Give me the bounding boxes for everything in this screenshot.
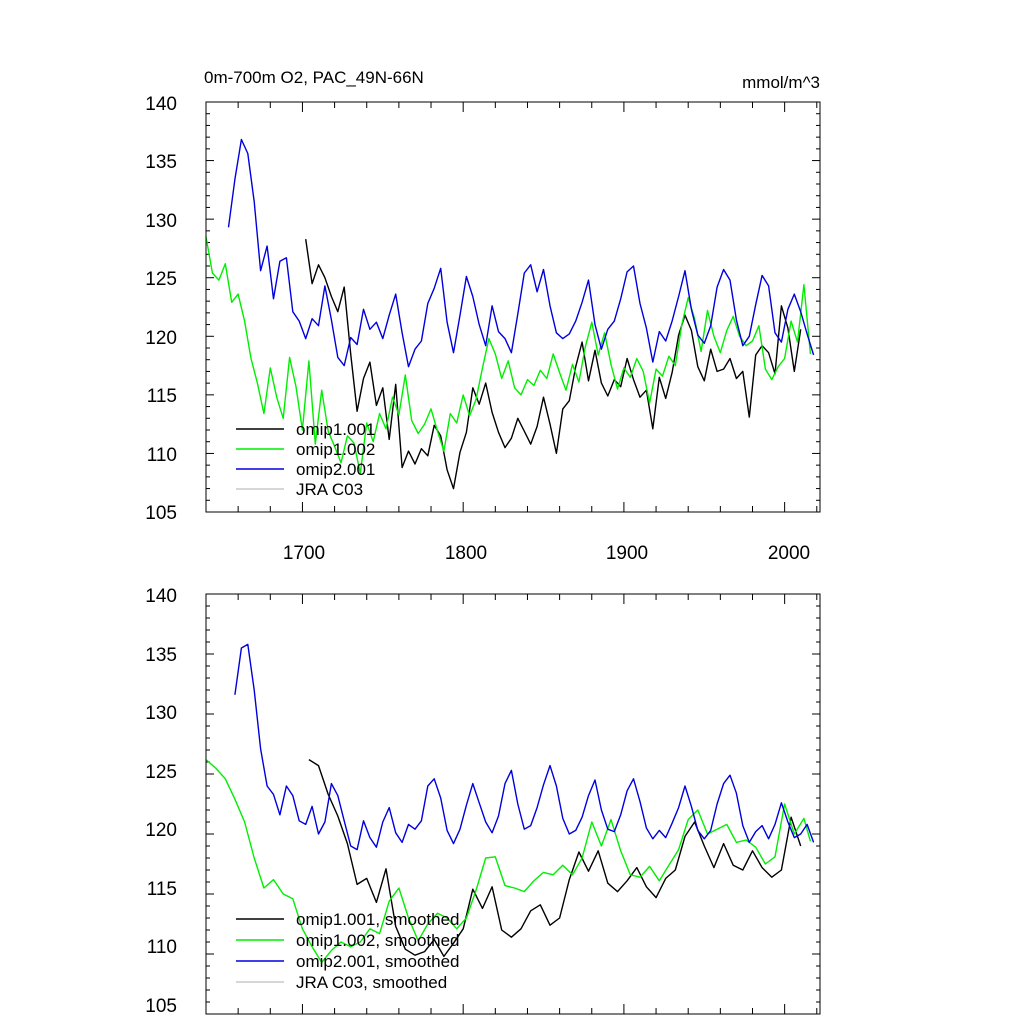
series-line-omip1-002-smoothed [205, 759, 812, 964]
top-panel-x-tick-labels: 1700 1800 1900 2000 [283, 543, 810, 564]
legend-label-omip2-001: omip2.001 [296, 460, 375, 479]
bottom-panel-frame [205, 593, 821, 1015]
bottom-y-tick-label: 130 [145, 703, 177, 724]
series-line-omip1-001-smoothed [308, 759, 802, 958]
top-x-tick-label: 2000 [768, 543, 810, 564]
top-panel-frame [205, 101, 821, 513]
legend-label-omip1-001: omip1.001 [296, 420, 375, 439]
top-x-tick-label: 1800 [445, 543, 487, 564]
bottom-y-tick-label: 140 [145, 586, 177, 607]
series-line-omip2-001 [227, 138, 815, 368]
bottom-y-tick-label: 125 [145, 762, 177, 783]
top-y-tick-label: 120 [145, 328, 177, 349]
top-panel-ticks [205, 101, 820, 513]
bottom-y-tick-label: 115 [147, 879, 177, 900]
legend-label-omip1-002: omip1.002 [296, 440, 375, 459]
legend-label-omip2-001-smoothed: omip2.001, smoothed [296, 952, 460, 971]
series-line-omip1-002 [205, 236, 812, 474]
bottom-panel: 105 110 115 120 125 130 135 140 omip1.00… [145, 586, 821, 1017]
legend-label-jra-c03-smoothed: JRA C03, smoothed [296, 973, 447, 992]
top-panel-title: 0m-700m O2, PAC_49N-66N [204, 68, 424, 87]
top-y-tick-label: 105 [145, 503, 177, 524]
top-y-tick-label: 125 [145, 269, 177, 290]
top-y-tick-label: 140 [145, 94, 177, 115]
legend-label-omip1-001-smoothed: omip1.001, smoothed [296, 910, 460, 929]
top-panel-series [205, 138, 815, 490]
top-y-tick-label: 130 [145, 211, 177, 232]
bottom-y-tick-label: 105 [145, 996, 177, 1017]
legend-label-jra-c03: JRA C03 [296, 480, 363, 499]
top-y-tick-label: 110 [147, 445, 177, 466]
top-y-tick-label: 115 [147, 386, 177, 407]
series-line-omip2-001-smoothed [234, 643, 815, 851]
series-line-omip1-001 [305, 239, 802, 490]
top-x-tick-label: 1900 [606, 543, 648, 564]
bottom-y-tick-label: 120 [145, 820, 177, 841]
bottom-panel-y-tick-labels: 105 110 115 120 125 130 135 140 [145, 586, 177, 1017]
bottom-y-tick-label: 135 [145, 645, 177, 666]
bottom-legend: omip1.001, smoothed omip1.002, smoothed … [236, 910, 460, 992]
top-x-tick-label: 1700 [283, 543, 325, 564]
top-panel-y-tick-labels: 105 110 115 120 125 130 135 140 [145, 94, 177, 524]
bottom-panel-ticks [205, 593, 820, 1015]
bottom-panel-series [205, 643, 815, 964]
top-y-tick-label: 135 [145, 152, 177, 173]
legend-label-omip1-002-smoothed: omip1.002, smoothed [296, 931, 460, 950]
bottom-y-tick-label: 110 [147, 937, 177, 958]
top-panel: 0m-700m O2, PAC_49N-66N mmol/m^3 105 110… [145, 68, 821, 564]
top-legend: omip1.001 omip1.002 omip2.001 JRA C03 [236, 420, 375, 499]
top-panel-units: mmol/m^3 [742, 73, 820, 92]
